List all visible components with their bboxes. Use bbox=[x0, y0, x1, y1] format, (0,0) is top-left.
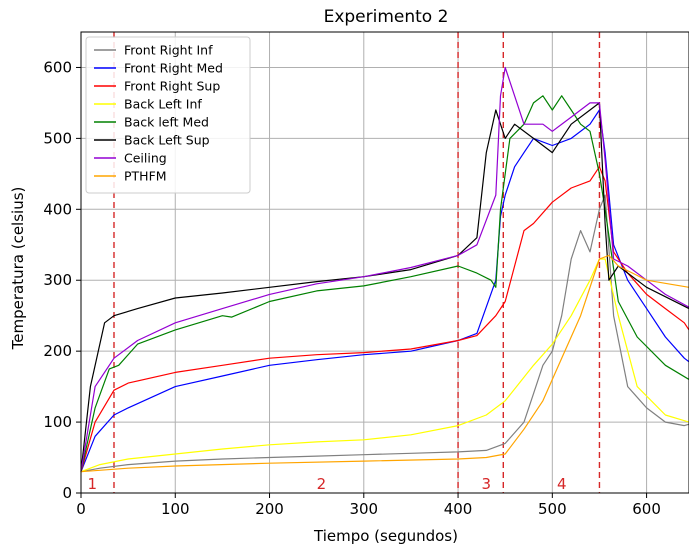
phase-label: 4 bbox=[557, 475, 567, 493]
y-tick-label: 200 bbox=[43, 342, 72, 360]
y-tick-label: 300 bbox=[43, 271, 72, 289]
x-axis-label: Tiempo (segundos) bbox=[313, 527, 458, 545]
legend-entry: Back left Med bbox=[124, 115, 209, 130]
x-tick-label: 500 bbox=[538, 500, 567, 518]
series-line-front-right-med bbox=[80, 109, 689, 472]
x-tick-label: 300 bbox=[349, 500, 378, 518]
legend-entry: Front Right Inf bbox=[124, 43, 213, 58]
y-tick-label: 500 bbox=[43, 129, 72, 147]
chart-title: Experimento 2 bbox=[324, 7, 449, 27]
series-line-ceiling bbox=[80, 66, 689, 472]
legend: Front Right Inf Front Right Med Front Righ… bbox=[85, 36, 251, 194]
series-line-back-left-inf bbox=[80, 258, 689, 473]
legend-entry: Back Left Sup bbox=[124, 133, 210, 148]
y-tick-label: 400 bbox=[43, 200, 72, 218]
y-tick-label: 0 bbox=[62, 484, 72, 502]
x-tick-label: 0 bbox=[76, 500, 86, 518]
phase-labels: 1 2 3 4 bbox=[88, 475, 567, 493]
phase-lines bbox=[113, 32, 601, 493]
x-tick-label: 200 bbox=[255, 500, 284, 518]
phase-label: 3 bbox=[482, 475, 492, 493]
legend-box bbox=[85, 36, 251, 194]
y-tick-label: 100 bbox=[43, 413, 72, 431]
legend-entry: Front Right Med bbox=[124, 61, 223, 76]
legend-entry: PTHFM bbox=[124, 169, 167, 184]
plot-frame bbox=[80, 31, 689, 494]
legend-entry: Front Right Sup bbox=[124, 79, 220, 94]
data-series bbox=[80, 66, 689, 473]
x-tick-label: 400 bbox=[444, 500, 473, 518]
series-line-front-right-sup bbox=[80, 166, 689, 472]
legend-entry: Back Left Inf bbox=[124, 97, 202, 112]
phase-label: 1 bbox=[88, 475, 98, 493]
x-tick-label: 600 bbox=[632, 500, 661, 518]
series-line-pthfm bbox=[80, 254, 689, 473]
x-tick-label: 100 bbox=[161, 500, 190, 518]
y-axis-ticks: 0 100 200 300 400 500 600 bbox=[43, 58, 81, 502]
y-tick-label: 600 bbox=[43, 58, 72, 76]
series-line-back-left-med bbox=[80, 95, 689, 472]
phase-label: 2 bbox=[317, 475, 327, 493]
series-line-front-right-inf bbox=[80, 194, 689, 473]
legend-entry: Ceiling bbox=[124, 151, 167, 166]
series-line-back-left-sup bbox=[80, 102, 689, 472]
y-axis-label: Temperatura (celsius) bbox=[9, 187, 27, 351]
x-axis-ticks: 0 100 200 300 400 500 600 bbox=[76, 493, 661, 518]
